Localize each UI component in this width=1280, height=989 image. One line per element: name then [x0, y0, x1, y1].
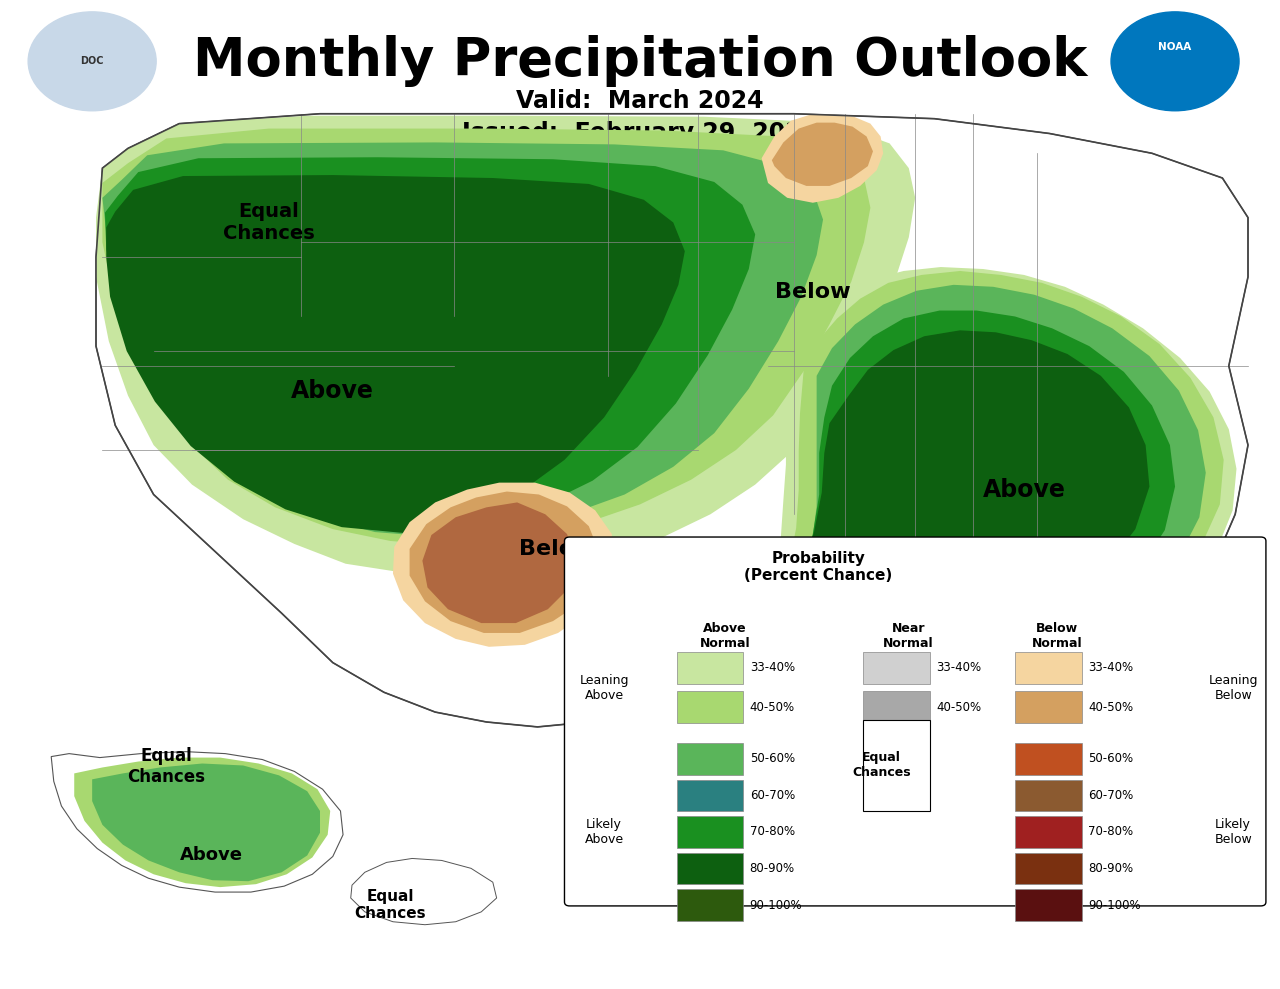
- FancyBboxPatch shape: [1015, 816, 1082, 848]
- Text: Likely
Above: Likely Above: [585, 818, 623, 846]
- Text: Below: Below: [518, 539, 595, 559]
- Text: 50-60%: 50-60%: [1088, 753, 1134, 765]
- Text: 50-60%: 50-60%: [750, 753, 795, 765]
- Polygon shape: [351, 858, 497, 925]
- FancyBboxPatch shape: [677, 743, 744, 774]
- Text: Valid:  March 2024: Valid: March 2024: [516, 89, 764, 113]
- Polygon shape: [74, 758, 330, 887]
- Text: 40-50%: 40-50%: [750, 701, 795, 714]
- Text: Above
Normal: Above Normal: [700, 622, 750, 650]
- Text: 80-90%: 80-90%: [1088, 862, 1134, 875]
- Text: 60-70%: 60-70%: [1088, 789, 1134, 802]
- Text: 80-90%: 80-90%: [750, 862, 795, 875]
- Polygon shape: [106, 175, 685, 533]
- Text: Above: Above: [179, 847, 243, 864]
- Text: 60-70%: 60-70%: [750, 789, 795, 802]
- FancyBboxPatch shape: [677, 652, 744, 683]
- Text: Above: Above: [983, 478, 1065, 501]
- Text: Monthly Precipitation Outlook: Monthly Precipitation Outlook: [193, 35, 1087, 87]
- Text: Below
Normal: Below Normal: [1032, 622, 1082, 650]
- FancyBboxPatch shape: [677, 816, 744, 848]
- FancyBboxPatch shape: [864, 691, 931, 723]
- Text: Equal
Chances: Equal Chances: [852, 752, 910, 779]
- Polygon shape: [422, 502, 576, 623]
- Polygon shape: [92, 764, 320, 881]
- FancyBboxPatch shape: [864, 720, 931, 811]
- Circle shape: [28, 12, 156, 111]
- FancyBboxPatch shape: [1015, 652, 1082, 683]
- Text: Equal
Chances: Equal Chances: [355, 889, 426, 921]
- Text: 40-50%: 40-50%: [1088, 701, 1134, 714]
- Text: 70-80%: 70-80%: [1088, 826, 1134, 839]
- Polygon shape: [773, 271, 1224, 719]
- Text: DOC: DOC: [81, 56, 104, 66]
- Text: Likely
Below: Likely Below: [1215, 818, 1252, 846]
- Polygon shape: [393, 483, 614, 647]
- Text: Probability
(Percent Chance): Probability (Percent Chance): [744, 551, 892, 584]
- Text: Leaning
Above: Leaning Above: [580, 674, 628, 701]
- Polygon shape: [96, 114, 1248, 732]
- FancyBboxPatch shape: [677, 691, 744, 723]
- Polygon shape: [96, 116, 915, 579]
- Polygon shape: [758, 267, 1236, 730]
- Polygon shape: [762, 115, 883, 203]
- Text: 33-40%: 33-40%: [750, 662, 795, 674]
- Polygon shape: [796, 285, 1206, 705]
- Text: Below: Below: [774, 282, 851, 302]
- Text: Issued:  February 29, 2024: Issued: February 29, 2024: [462, 121, 818, 144]
- FancyBboxPatch shape: [1015, 779, 1082, 811]
- Text: 70-80%: 70-80%: [750, 826, 795, 839]
- Polygon shape: [772, 123, 873, 186]
- Text: Above: Above: [292, 379, 374, 403]
- Polygon shape: [799, 330, 1149, 668]
- FancyBboxPatch shape: [1015, 853, 1082, 884]
- Text: Near
Normal: Near Normal: [883, 622, 933, 650]
- FancyBboxPatch shape: [677, 853, 744, 884]
- Text: Leaning
Below: Leaning Below: [1208, 674, 1258, 701]
- FancyBboxPatch shape: [677, 779, 744, 811]
- Text: Equal
Chances: Equal Chances: [128, 747, 205, 786]
- Polygon shape: [102, 129, 870, 546]
- FancyBboxPatch shape: [677, 889, 744, 921]
- Text: 90-100%: 90-100%: [750, 899, 803, 912]
- Polygon shape: [51, 752, 343, 892]
- Polygon shape: [102, 142, 823, 537]
- Text: 40-50%: 40-50%: [937, 701, 982, 714]
- Polygon shape: [799, 311, 1175, 688]
- Text: 90-100%: 90-100%: [1088, 899, 1140, 912]
- FancyBboxPatch shape: [564, 537, 1266, 906]
- Text: NOAA: NOAA: [1158, 43, 1192, 52]
- Polygon shape: [410, 492, 599, 633]
- Text: 33-40%: 33-40%: [937, 662, 982, 674]
- Circle shape: [1111, 12, 1239, 111]
- FancyBboxPatch shape: [1015, 691, 1082, 723]
- FancyBboxPatch shape: [1015, 743, 1082, 774]
- Text: 33-40%: 33-40%: [1088, 662, 1134, 674]
- Text: Equal
Chances: Equal Chances: [223, 202, 315, 243]
- FancyBboxPatch shape: [864, 652, 931, 683]
- Polygon shape: [105, 157, 755, 530]
- FancyBboxPatch shape: [1015, 889, 1082, 921]
